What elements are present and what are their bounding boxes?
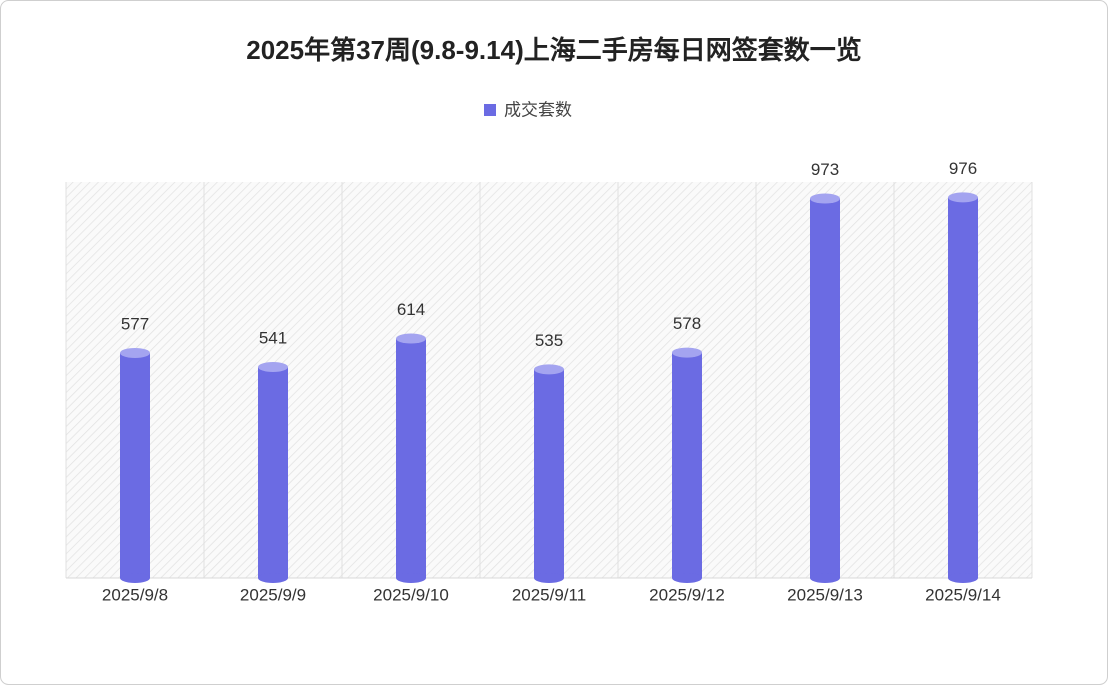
x-tick-label: 2025/9/8 [102,585,168,604]
value-label: 976 [949,159,977,178]
x-tick-label: 2025/9/9 [240,585,306,604]
bar-bottom [396,573,426,583]
bar [534,369,564,578]
value-label: 535 [535,331,563,350]
bar-bottom [810,573,840,583]
value-label: 973 [811,160,839,179]
bar-top [396,333,426,344]
bar-bottom [672,573,702,583]
legend-swatch [484,104,496,116]
bar-bottom [120,573,150,583]
bar-bottom [258,573,288,583]
value-label: 577 [121,314,149,333]
x-tick-label: 2025/9/11 [512,585,586,604]
value-label: 541 [259,328,287,347]
bar-top [120,347,150,358]
legend-label: 成交套数 [504,100,572,119]
bar-bottom [534,573,564,583]
bar [258,367,288,578]
bar [672,352,702,578]
bar-top [810,193,840,204]
x-tick-label: 2025/9/14 [925,585,1001,604]
bar [396,338,426,578]
bar-bottom [948,573,978,583]
bar-top [258,362,288,373]
value-label: 578 [673,314,701,333]
bar [948,197,978,579]
value-label: 614 [397,300,425,319]
bar [120,352,150,578]
x-tick-label: 2025/9/10 [373,585,449,604]
bar [810,198,840,578]
x-tick-label: 2025/9/13 [787,585,863,604]
bar-top [672,347,702,358]
bar-top [534,364,564,375]
x-tick-label: 2025/9/12 [649,585,725,604]
chart-title: 2025年第37周(9.8-9.14)上海二手房每日网签套数一览 [246,35,861,65]
bar-top [948,192,978,203]
